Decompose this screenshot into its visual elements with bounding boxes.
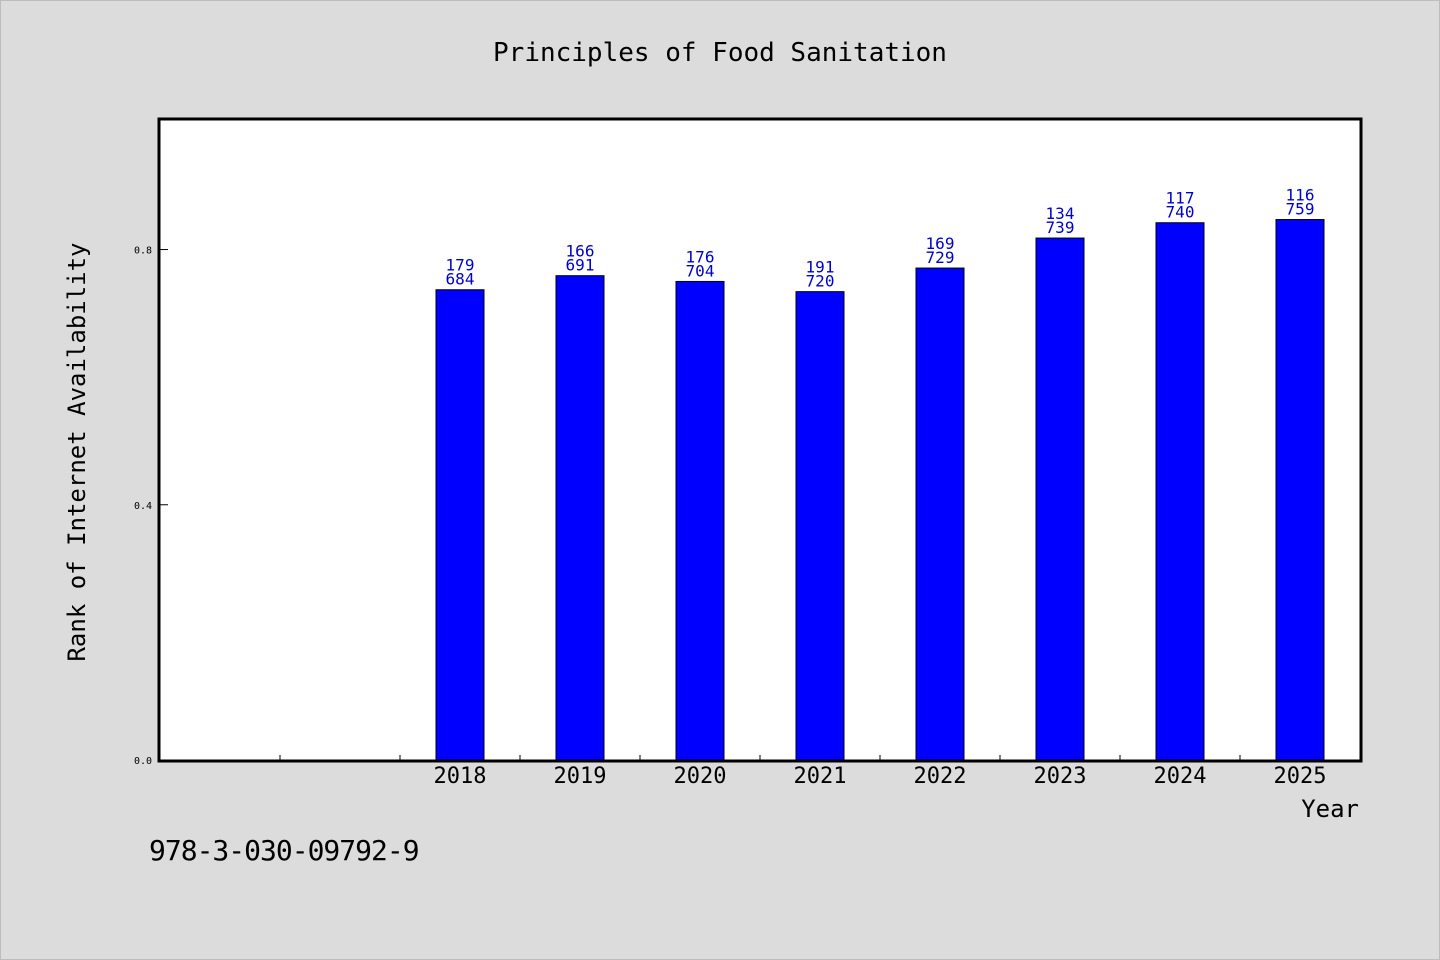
bar-2022 [915,267,965,761]
x-tick-label-2024: 2024 [1154,764,1207,789]
y-tick-label-0.4: 0.4 [134,501,152,512]
data-label-2023-1: 134 [1046,204,1075,223]
x-tick-label-2019: 2019 [554,764,607,789]
y-axis-label: Rank of Internet Availability [63,242,91,661]
data-label-2025-2: 759 [1286,200,1315,219]
bar-2023 [1035,237,1085,761]
data-label-2024-1: 117 [1166,189,1195,208]
data-label-2021-2: 720 [806,272,835,291]
y-tick-label-0.0: 0.0 [134,756,152,767]
data-label-2022-2: 729 [926,248,955,267]
x-axis-ticks: 2018 2019 2020 2021 2022 2023 2024 2025 [279,755,1327,789]
footer-code: 978-3-030-09792-9 [149,834,420,867]
y-axis-ticks: 0.0 0.4 0.8 [134,246,168,767]
bar-2021 [795,291,845,761]
bars-layer [435,219,1325,761]
x-axis-label: Year [1301,795,1359,823]
x-tick-label-2022: 2022 [914,764,967,789]
data-label-2023-2: 739 [1046,218,1075,237]
x-tick-label-2025: 2025 [1274,764,1327,789]
bar-2020 [675,280,725,761]
data-label-2019-1: 166 [566,242,595,261]
x-tick-label-2018: 2018 [434,764,487,789]
data-label-2021-1: 191 [806,258,835,277]
bar-2025 [1275,219,1325,761]
chart-title: Principles of Food Sanitation [493,38,947,68]
data-label-2020-2: 704 [686,261,715,280]
x-tick-label-2021: 2021 [794,764,847,789]
x-tick-label-2020: 2020 [674,764,727,789]
bar-2024 [1155,222,1205,761]
x-tick-label-2023: 2023 [1034,764,1087,789]
y-tick-label-0.8: 0.8 [134,246,152,257]
data-label-2020-1: 176 [686,247,715,266]
bar-2018 [435,289,485,761]
data-label-2019-2: 691 [566,256,595,275]
bar-2019 [555,275,605,761]
data-label-2025-1: 116 [1286,186,1315,205]
data-label-2024-2: 740 [1166,203,1195,222]
data-label-2022-1: 169 [926,234,955,253]
data-label-2018-2: 684 [446,270,475,289]
data-label-2018-1: 179 [446,256,475,275]
